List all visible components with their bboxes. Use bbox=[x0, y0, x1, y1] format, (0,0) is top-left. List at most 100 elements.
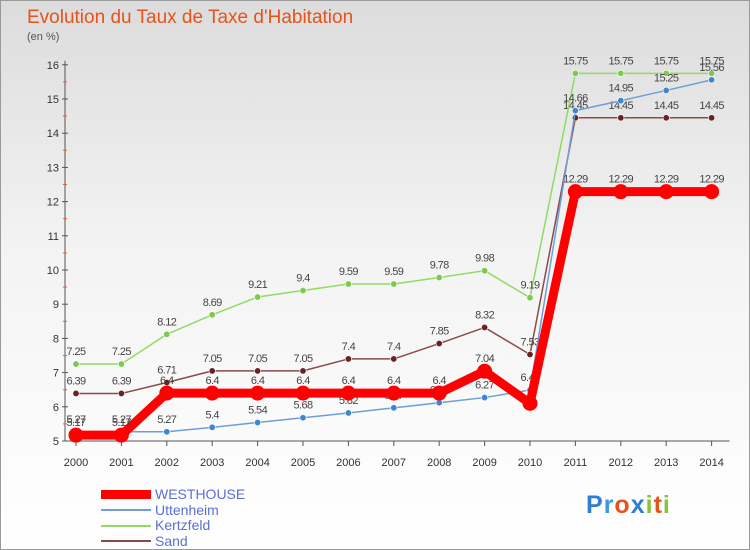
data-point-westhouse bbox=[113, 427, 129, 443]
data-point-westhouse bbox=[295, 385, 311, 401]
data-label-sand: 7.05 bbox=[248, 353, 267, 365]
data-point-westhouse bbox=[431, 385, 447, 401]
data-point-kertzfeld bbox=[299, 287, 307, 295]
data-label-sand: 7.4 bbox=[387, 341, 401, 353]
data-point-kertzfeld bbox=[662, 69, 670, 77]
data-point-kertzfeld bbox=[390, 280, 398, 288]
data-point-sand bbox=[662, 114, 670, 122]
legend-item-westhouse: WESTHOUSE bbox=[101, 487, 245, 503]
data-label-sand: 14.45 bbox=[609, 100, 634, 112]
logo-letter: i bbox=[662, 491, 671, 519]
data-label-uttenheim: 14.95 bbox=[609, 83, 634, 95]
data-point-sand bbox=[254, 367, 262, 375]
x-tick-label: 2013 bbox=[654, 457, 678, 469]
legend-label: Uttenheim bbox=[155, 501, 219, 518]
data-point-uttenheim bbox=[662, 86, 670, 94]
y-tick-label: 9 bbox=[53, 299, 59, 311]
data-point-sand bbox=[72, 389, 80, 397]
data-label-sand: 14.45 bbox=[654, 100, 679, 112]
data-label-westhouse: 5.17 bbox=[112, 417, 131, 429]
data-label-westhouse: 6.4 bbox=[296, 375, 310, 387]
data-label-westhouse: 12.29 bbox=[654, 174, 679, 186]
data-label-sand: 6.39 bbox=[112, 375, 131, 387]
data-point-kertzfeld bbox=[435, 274, 443, 282]
data-label-westhouse: 12.29 bbox=[609, 174, 634, 186]
unit-label: (en %) bbox=[27, 31, 60, 43]
y-tick-label: 13 bbox=[47, 162, 59, 174]
data-point-kertzfeld bbox=[481, 267, 489, 275]
data-label-westhouse: 6.4 bbox=[160, 375, 174, 387]
legend-swatch bbox=[101, 509, 151, 512]
data-label-uttenheim: 15.56 bbox=[699, 62, 724, 74]
data-point-uttenheim bbox=[208, 423, 216, 431]
data-label-kertzfeld: 9.21 bbox=[248, 279, 267, 291]
data-point-sand bbox=[208, 367, 216, 375]
logo-letter: t bbox=[653, 491, 663, 519]
data-label-kertzfeld: 7.25 bbox=[112, 346, 131, 358]
data-label-westhouse: 12.29 bbox=[563, 174, 588, 186]
data-label-sand: 7.53 bbox=[520, 336, 539, 348]
data-point-kertzfeld bbox=[72, 360, 80, 368]
y-tick-label: 15 bbox=[47, 94, 59, 106]
data-point-westhouse bbox=[477, 363, 493, 379]
legend: WESTHOUSE Uttenheim Kertzfeld Sand bbox=[101, 487, 245, 549]
data-point-kertzfeld bbox=[526, 294, 534, 302]
legend-label: WESTHOUSE bbox=[155, 486, 246, 503]
data-label-kertzfeld: 15.75 bbox=[609, 55, 634, 67]
logo-letter: x bbox=[630, 491, 646, 519]
data-label-uttenheim: 5.27 bbox=[66, 414, 85, 426]
data-point-westhouse bbox=[340, 385, 356, 401]
data-point-sand bbox=[117, 389, 125, 397]
data-label-kertzfeld: 15.75 bbox=[654, 55, 679, 67]
data-label-uttenheim: 15.25 bbox=[654, 72, 679, 84]
data-point-sand bbox=[526, 350, 534, 358]
data-label-uttenheim: 5.27 bbox=[157, 414, 176, 426]
y-tick-label: 10 bbox=[47, 265, 59, 277]
y-tick-label: 11 bbox=[48, 231, 59, 243]
data-point-uttenheim bbox=[617, 97, 625, 105]
data-point-sand bbox=[390, 355, 398, 363]
data-label-uttenheim: 5.68 bbox=[293, 400, 312, 412]
data-point-uttenheim bbox=[163, 428, 171, 436]
data-label-westhouse: 6.4 bbox=[432, 375, 446, 387]
x-tick-label: 2011 bbox=[564, 457, 588, 469]
logo-letter: o bbox=[614, 491, 631, 519]
x-tick-label: 2001 bbox=[109, 457, 133, 469]
x-tick-label: 2006 bbox=[336, 457, 360, 469]
data-point-uttenheim bbox=[571, 107, 579, 115]
data-label-sand: 8.32 bbox=[475, 309, 494, 321]
data-label-kertzfeld: 9.59 bbox=[384, 266, 403, 278]
data-point-sand bbox=[344, 355, 352, 363]
data-point-westhouse bbox=[250, 385, 266, 401]
legend-item-kertzfeld: Kertzfeld bbox=[101, 518, 245, 534]
data-point-uttenheim bbox=[390, 404, 398, 412]
data-label-uttenheim: 5.54 bbox=[248, 405, 267, 417]
x-tick-label: 2005 bbox=[291, 457, 315, 469]
data-label-westhouse: 5.17 bbox=[66, 417, 85, 429]
data-label-westhouse: 6.4 bbox=[387, 375, 401, 387]
y-tick-label: 7 bbox=[53, 368, 59, 380]
y-tick-label: 12 bbox=[47, 197, 59, 209]
data-point-westhouse bbox=[567, 184, 583, 200]
data-label-uttenheim: 5.27 bbox=[112, 414, 131, 426]
chart-title: Evolution du Taux de Taxe d'Habitation bbox=[27, 7, 354, 28]
x-tick-label: 2002 bbox=[155, 457, 179, 469]
data-label-sand: 6.71 bbox=[157, 365, 176, 377]
x-tick-label: 2009 bbox=[472, 457, 496, 469]
data-label-kertzfeld: 8.12 bbox=[157, 316, 176, 328]
data-point-kertzfeld bbox=[571, 69, 579, 77]
x-tick-label: 2000 bbox=[64, 457, 88, 469]
proxiti-logo: Proxiti bbox=[586, 491, 671, 520]
data-point-westhouse bbox=[204, 385, 220, 401]
x-tick-label: 2008 bbox=[427, 457, 451, 469]
y-tick-label: 6 bbox=[53, 402, 59, 414]
data-label-kertzfeld: 15.75 bbox=[699, 55, 724, 67]
data-label-westhouse: 6.4 bbox=[251, 375, 265, 387]
data-label-kertzfeld: 8.69 bbox=[203, 297, 222, 309]
data-point-westhouse bbox=[159, 385, 175, 401]
data-point-sand bbox=[481, 323, 489, 331]
series-kertzfeld: 7.25 7.25 8.12 8.69 9.21 9.4 9.59 9.59 9.78 9.98 9… bbox=[66, 55, 725, 368]
data-point-uttenheim bbox=[481, 394, 489, 402]
